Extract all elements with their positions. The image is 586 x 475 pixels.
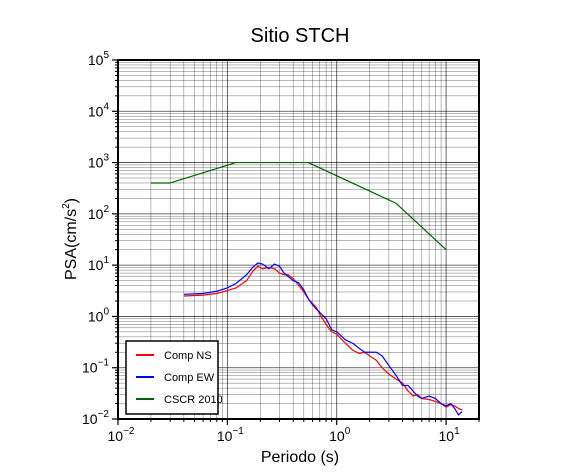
y-tick-label: 100 bbox=[88, 306, 110, 324]
series-line-cscr-2010 bbox=[150, 161, 447, 251]
legend-label: CSCR 2010 bbox=[164, 394, 223, 406]
x-tick-label: 101 bbox=[439, 426, 461, 444]
series-lines bbox=[150, 161, 463, 416]
y-tick-label: 105 bbox=[88, 50, 110, 68]
series-line-comp-ew bbox=[183, 262, 463, 416]
x-tick-label: 100 bbox=[329, 426, 351, 444]
y-axis-label-close: ) bbox=[63, 198, 80, 203]
y-tick-label: 103 bbox=[88, 153, 110, 171]
y-tick-label: 10−1 bbox=[82, 358, 109, 376]
plot-frame bbox=[117, 59, 480, 420]
legend-label: Comp NS bbox=[164, 350, 212, 362]
y-axis-label-main: PSA(cm/s bbox=[63, 209, 80, 280]
chart-title: Sitio STCH bbox=[251, 25, 350, 47]
x-axis-label: Periodo (s) bbox=[261, 449, 339, 466]
axis-ticks: 10−2 10−1 100 101 10−2 10−1 100 101 102 103 104 105 bbox=[82, 50, 480, 444]
y-axis-label-sup: 2 bbox=[61, 203, 72, 209]
x-tick-label: 10−2 bbox=[108, 426, 135, 444]
legend: Comp NS Comp EW CSCR 2010 bbox=[125, 340, 223, 415]
y-tick-label: 102 bbox=[88, 204, 110, 222]
y-tick-label: 104 bbox=[88, 101, 110, 119]
y-axis-label: PSA(cm/s2) bbox=[61, 198, 80, 280]
y-tick-label: 101 bbox=[88, 255, 110, 273]
x-tick-label: 10−1 bbox=[217, 426, 244, 444]
legend-label: Comp EW bbox=[164, 372, 215, 384]
y-tick-label: 10−2 bbox=[82, 409, 109, 427]
series-line-comp-ns bbox=[183, 265, 463, 411]
